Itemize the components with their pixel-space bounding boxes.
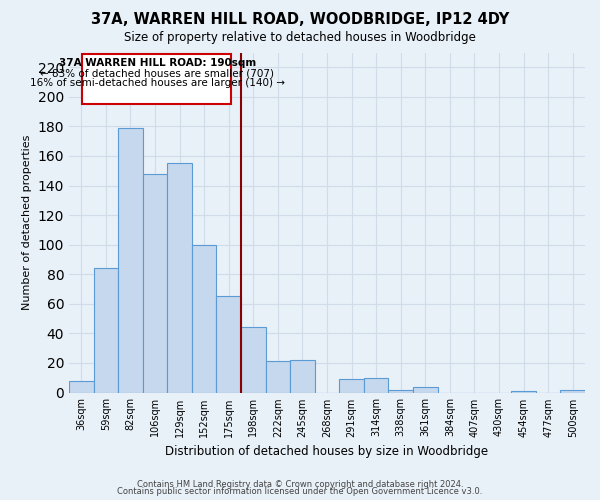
X-axis label: Distribution of detached houses by size in Woodbridge: Distribution of detached houses by size … — [166, 445, 488, 458]
Bar — [167, 164, 192, 392]
Text: Contains HM Land Registry data © Crown copyright and database right 2024.: Contains HM Land Registry data © Crown c… — [137, 480, 463, 489]
Bar — [388, 390, 413, 392]
FancyBboxPatch shape — [82, 54, 232, 104]
Bar — [413, 386, 437, 392]
Bar — [241, 328, 266, 392]
Bar — [560, 390, 585, 392]
Bar — [290, 360, 315, 392]
Bar — [217, 296, 241, 392]
Bar — [69, 380, 94, 392]
Bar — [143, 174, 167, 392]
Bar — [118, 128, 143, 392]
Bar — [94, 268, 118, 392]
Bar — [511, 391, 536, 392]
Y-axis label: Number of detached properties: Number of detached properties — [22, 135, 32, 310]
Bar — [364, 378, 388, 392]
Bar — [266, 362, 290, 392]
Text: 37A, WARREN HILL ROAD, WOODBRIDGE, IP12 4DY: 37A, WARREN HILL ROAD, WOODBRIDGE, IP12 … — [91, 12, 509, 28]
Bar — [339, 379, 364, 392]
Bar — [192, 244, 217, 392]
Text: Size of property relative to detached houses in Woodbridge: Size of property relative to detached ho… — [124, 31, 476, 44]
Text: 37A WARREN HILL ROAD: 190sqm: 37A WARREN HILL ROAD: 190sqm — [59, 58, 256, 68]
Text: Contains public sector information licensed under the Open Government Licence v3: Contains public sector information licen… — [118, 487, 482, 496]
Text: ← 83% of detached houses are smaller (707): ← 83% of detached houses are smaller (70… — [40, 69, 274, 79]
Text: 16% of semi-detached houses are larger (140) →: 16% of semi-detached houses are larger (… — [30, 78, 285, 88]
